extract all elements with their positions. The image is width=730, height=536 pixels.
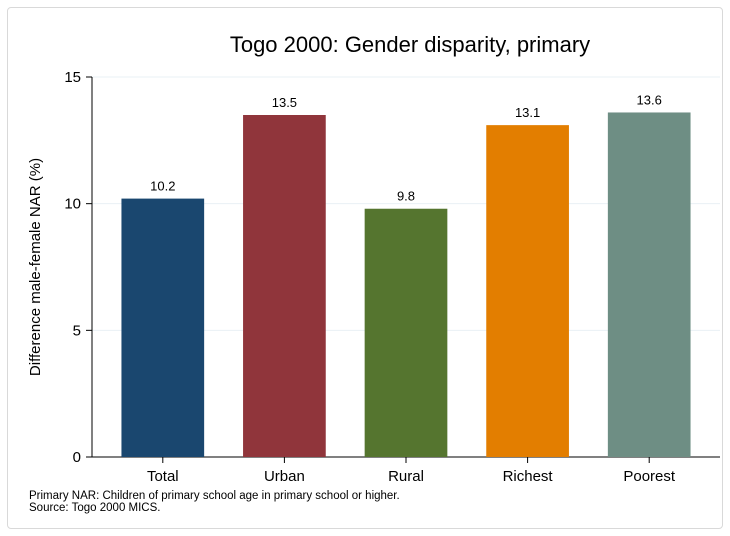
y-tick-label: 10 [64,196,81,213]
y-tick-label: 15 [64,69,81,86]
data-label-poorest: 13.6 [637,92,662,107]
x-tick-label-richest: Richest [503,468,554,485]
note-definition: Primary NAR: Children of primary school … [29,490,400,502]
y-tick-label: 5 [73,322,81,339]
data-label-richest: 13.1 [515,105,540,120]
note-source: Source: Togo 2000 MICS. [29,502,161,514]
x-tick-label-poorest: Poorest [623,468,676,485]
data-label-rural: 9.8 [397,189,415,204]
data-label-total: 10.2 [150,179,175,194]
x-tick-label-rural: Rural [388,468,424,485]
bar-urban [243,115,326,457]
y-axis-label: Difference male-female NAR (%) [27,158,44,376]
data-label-urban: 13.5 [272,95,297,110]
chart-notes: Primary NAR: Children of primary school … [29,490,400,514]
bar-rural [364,208,448,457]
bars: 10.2 13.5 9.8 13.1 13.6 [121,92,691,457]
x-tick-label-urban: Urban [264,468,305,485]
chart-title: Togo 2000: Gender disparity, primary [230,32,590,57]
bar-poorest [607,112,691,457]
x-tick-label-total: Total [147,468,179,485]
y-tick-label: 0 [73,449,81,466]
bar-richest [486,125,569,457]
bar-total [121,198,205,457]
